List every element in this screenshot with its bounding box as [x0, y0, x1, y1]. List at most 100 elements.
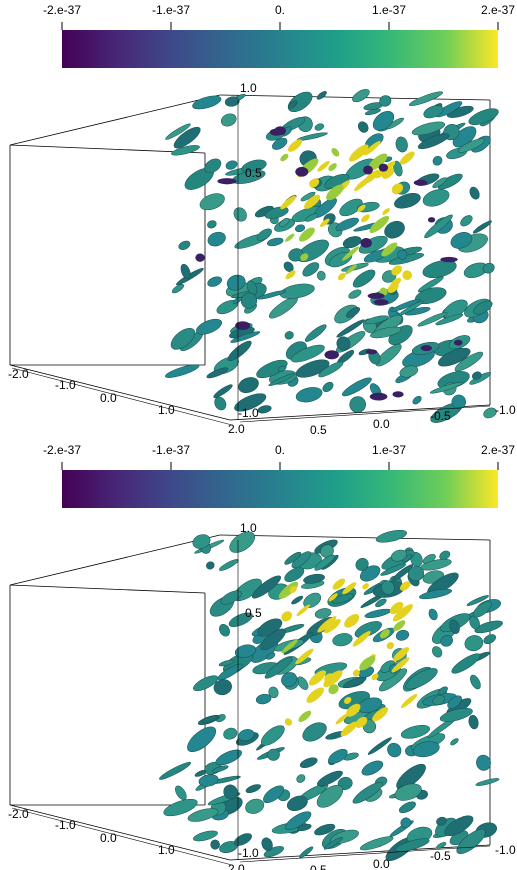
isosurface-blob [343, 676, 367, 688]
isosurface-blob [364, 608, 392, 618]
isosurface-blob [207, 276, 222, 287]
isosurface-blob [379, 95, 392, 107]
isosurface-blob [402, 270, 412, 280]
isosurface-blob [476, 754, 491, 771]
isosurface-blob [264, 206, 289, 219]
isosurface-blob [227, 340, 252, 362]
isosurface-blob [365, 349, 378, 355]
isosurface-blob [281, 672, 298, 688]
isosurface-blob [317, 616, 337, 633]
isosurface-blob [420, 345, 433, 352]
isosurface-blob [299, 846, 314, 858]
isosurface-blob [266, 237, 284, 247]
isosurface-blob [196, 318, 223, 335]
isosurface-blob [195, 253, 205, 262]
axis-label: 1.0 [240, 521, 257, 535]
isosurface-blob [246, 280, 258, 295]
isosurface-blob [352, 269, 376, 288]
isosurface-blob [234, 393, 267, 412]
isosurface-blob [375, 598, 387, 608]
isosurface-blob [336, 319, 365, 338]
isosurface-blob [274, 126, 286, 136]
isosurface-blob [394, 783, 422, 801]
isosurface-blob [295, 224, 306, 233]
isosurface-blob [386, 117, 404, 130]
isosurface-blob [284, 811, 312, 831]
isosurface-blob [474, 620, 503, 634]
isosurface-blob [296, 774, 306, 783]
isosurface-blob [260, 628, 286, 651]
axis-label: 0.5 [245, 606, 262, 620]
isosurface-blob [240, 292, 258, 309]
isosurface-blob [233, 207, 247, 222]
isosurface-blob [352, 89, 370, 103]
isosurface-blob [171, 145, 200, 156]
isosurface-blob [324, 350, 339, 360]
isosurface-blob [261, 725, 285, 746]
isosurface-blob [323, 836, 343, 850]
isosurface-blob [218, 659, 235, 667]
isosurface-blob [235, 321, 251, 331]
isosurface-blob [281, 639, 298, 654]
isosurface-blob [281, 611, 292, 622]
colorbar-tick-label: 0. [275, 3, 285, 17]
colorbar-tick-label: -1.e-37 [152, 443, 190, 457]
isosurface-blob [210, 839, 220, 850]
isosurface-blob [444, 815, 474, 836]
axis-line [239, 405, 491, 423]
isosurface-blob [400, 581, 411, 591]
isosurface-blob [447, 695, 462, 709]
axis-label: -1.0 [55, 378, 76, 392]
isosurface-blob [352, 669, 360, 677]
isosurface-blob [314, 123, 325, 131]
isosurface-blob [395, 838, 430, 852]
isosurface-blob [368, 153, 388, 171]
isosurface-blob [219, 559, 239, 571]
isosurface-blob [229, 531, 255, 553]
isosurface-blob [436, 816, 447, 826]
isosurface-blob [215, 749, 242, 766]
isosurface-blob [466, 595, 489, 606]
isosurface-blob [192, 95, 222, 110]
colorbar [62, 30, 498, 68]
isosurface-blob [362, 583, 369, 590]
isosurface-blob [328, 684, 339, 695]
isosurface-blob [238, 729, 255, 742]
isosurface-blob [437, 173, 463, 190]
isosurface-blob [367, 292, 385, 299]
isosurface-blob [389, 601, 404, 615]
isosurface-blob [223, 727, 238, 740]
isosurface-blob [381, 580, 395, 595]
isosurface-blob [369, 216, 390, 234]
isosurface-blob [399, 151, 415, 165]
colorbar-tick-label: -2.e-37 [43, 3, 81, 17]
colorbar-tick-label: 0. [275, 443, 285, 457]
isosurface-blob [468, 714, 479, 730]
isosurface-blob [284, 551, 302, 565]
isosurface-blob [342, 246, 359, 261]
isosurface-blob [432, 695, 445, 706]
isosurface-blob [314, 823, 336, 836]
isosurface-blob [214, 396, 227, 411]
isosurface-blob [291, 595, 304, 605]
isosurface-blob [299, 757, 318, 769]
isosurface-blob [381, 242, 398, 257]
isosurface-blob [392, 604, 413, 622]
isosurface-blob [324, 673, 336, 684]
isosurface-blob [287, 91, 313, 113]
isosurface-blob [284, 567, 305, 582]
isosurface-blob [393, 620, 406, 631]
isosurface-blob [314, 608, 332, 619]
axis-line [11, 367, 233, 426]
isosurface-blob [300, 191, 316, 202]
isosurface-blob [303, 592, 322, 608]
isosurface-blob [303, 573, 325, 584]
isosurface-blob [460, 215, 473, 227]
colorbar-tick-label: 1.e-37 [372, 443, 406, 457]
bounding-box [9, 584, 206, 594]
axis-label: 1.0 [158, 403, 175, 417]
isosurface-blob [163, 798, 198, 817]
bounding-box [9, 804, 231, 861]
isosurface-blob [207, 231, 226, 247]
isosurface-blob [400, 693, 418, 708]
